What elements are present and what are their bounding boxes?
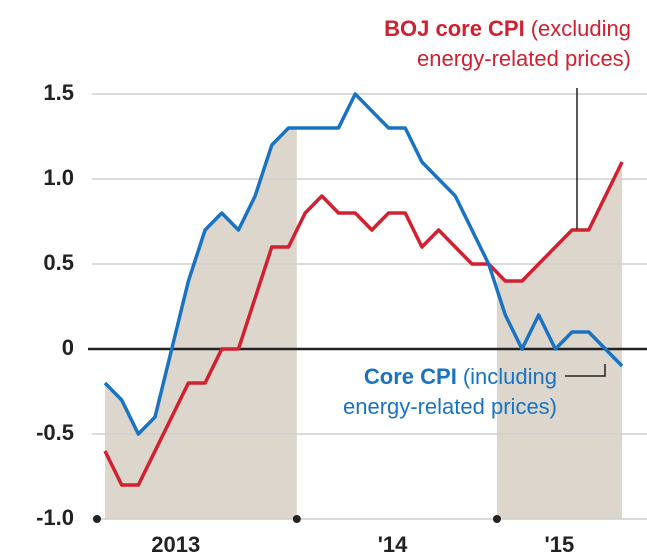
x-tick-label: 2013 — [151, 532, 200, 557]
shaded-period — [496, 162, 623, 519]
y-tick-label: 0.5 — [43, 250, 74, 275]
line — [103, 92, 624, 436]
year-dot — [93, 515, 101, 523]
annotation-text: energy-related prices) — [417, 46, 631, 71]
line — [103, 161, 624, 487]
annotation-name: Core CPI — [364, 364, 457, 389]
year-dot — [492, 515, 501, 523]
x-tick-label: '14 — [378, 532, 408, 557]
y-tick-label: 0 — [62, 335, 74, 360]
y-tick-label: -0.5 — [36, 420, 74, 445]
x-tick-label: '15 — [545, 532, 575, 557]
annotation-text: (including — [463, 364, 557, 389]
leader-line — [565, 364, 606, 377]
shaded-period — [105, 128, 297, 519]
y-tick-label: -1.0 — [36, 505, 74, 530]
annotation: Core CPI (including — [364, 364, 557, 389]
annotation-text: energy-related prices) — [343, 394, 557, 419]
annotation: BOJ core CPI (excluding — [384, 16, 631, 41]
annotation-text: (excluding — [531, 16, 631, 41]
annotation-name: BOJ core CPI — [384, 16, 525, 41]
y-tick-label: 1.5 — [43, 80, 74, 105]
y-tick-label: 1.0 — [43, 165, 74, 190]
year-dot — [292, 515, 301, 523]
